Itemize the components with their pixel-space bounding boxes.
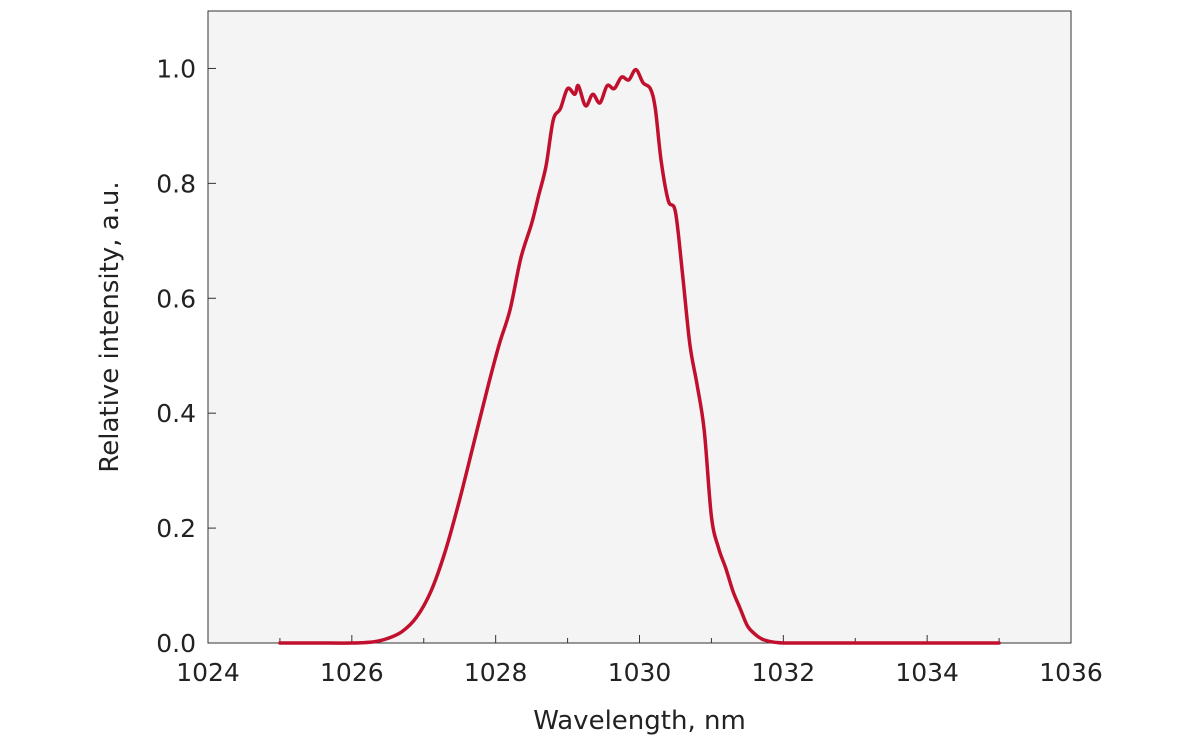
x-tick-label: 1032 (752, 658, 816, 687)
y-axis: 0.0 0.2 0.4 0.6 0.8 1.0 (156, 54, 216, 658)
y-tick-label: 0.8 (156, 169, 196, 198)
x-tick-label: 1030 (608, 658, 672, 687)
series-layer (278, 67, 1001, 645)
x-tick-label: 1024 (176, 658, 240, 687)
x-tick-label: 1028 (464, 658, 528, 687)
x-tick-label: 1026 (320, 658, 384, 687)
x-tick-label: 1034 (895, 658, 959, 687)
y-axis-title: Relative intensity, a.u. (95, 181, 125, 472)
y-tick-label: 0.2 (156, 514, 196, 543)
plot-area (207, 10, 1072, 644)
x-axis-title: Wavelength, nm (533, 706, 746, 736)
y-tick-label: 0.4 (156, 399, 196, 428)
x-tick-label: 1036 (1039, 658, 1103, 687)
spectrum-line (278, 67, 1001, 645)
x-axis: 1024 1026 1028 1030 1032 1034 1036 (176, 635, 1103, 687)
y-tick-label: 1.0 (156, 54, 196, 83)
y-tick-label: 0.0 (156, 629, 196, 658)
y-tick-label: 0.6 (156, 284, 196, 313)
